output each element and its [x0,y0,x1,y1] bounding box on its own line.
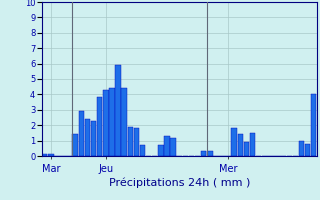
Bar [305,144,310,156]
Bar [103,90,108,156]
Bar [201,151,206,156]
Bar [115,65,121,156]
Bar [134,128,139,156]
Bar [73,134,78,156]
Bar [244,142,249,156]
Bar [79,111,84,156]
Bar [207,151,212,156]
X-axis label: Précipitations 24h ( mm ): Précipitations 24h ( mm ) [108,178,250,188]
Bar [109,88,115,156]
Bar [250,133,255,156]
Bar [128,127,133,156]
Bar [170,138,176,156]
Bar [164,136,170,156]
Bar [299,141,304,156]
Bar [91,121,96,156]
Bar [121,88,127,156]
Bar [311,94,316,156]
Bar [97,97,102,156]
Bar [238,134,243,156]
Bar [48,154,53,156]
Bar [158,145,164,156]
Bar [85,119,90,156]
Bar [42,154,47,156]
Bar [140,145,145,156]
Bar [231,128,237,156]
